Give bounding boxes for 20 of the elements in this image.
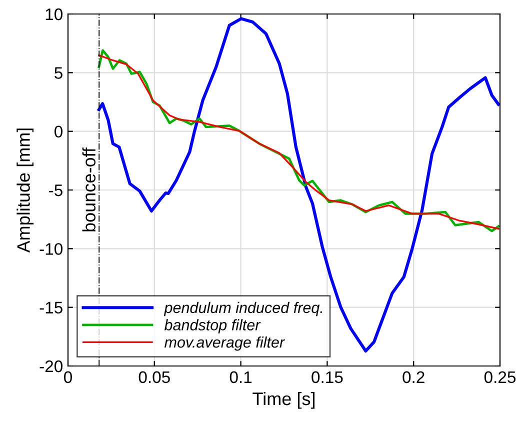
ref-line-label: bounce-off (82, 147, 96, 232)
y-tick-label: -10 (40, 243, 62, 255)
x-tick-label: 0 (64, 371, 72, 384)
x-axis-title: Time [s] (252, 392, 314, 409)
y-tick-label: -5 (49, 184, 62, 196)
legend-label: mov.average filter (164, 336, 286, 351)
x-tick-label: 0.1 (230, 371, 252, 384)
x-tick-label: 0.15 (312, 371, 343, 384)
y-tick-label: -20 (40, 360, 62, 372)
y-tick-label: 10 (46, 8, 62, 20)
y-tick-label: 0 (54, 126, 62, 138)
line-series (97, 17, 500, 353)
y-tick-label: -15 (40, 302, 62, 314)
legend-label: pendulum induced freq. (164, 302, 322, 316)
legend-label: bandstop filter (164, 319, 261, 334)
x-tick-label: 0.25 (484, 371, 516, 384)
x-tick-label: 0.05 (138, 371, 170, 384)
y-tick-label: 5 (54, 67, 62, 79)
x-tick-label: 0.2 (402, 371, 424, 384)
y-axis-title: Amplitude [mm] (16, 128, 34, 253)
